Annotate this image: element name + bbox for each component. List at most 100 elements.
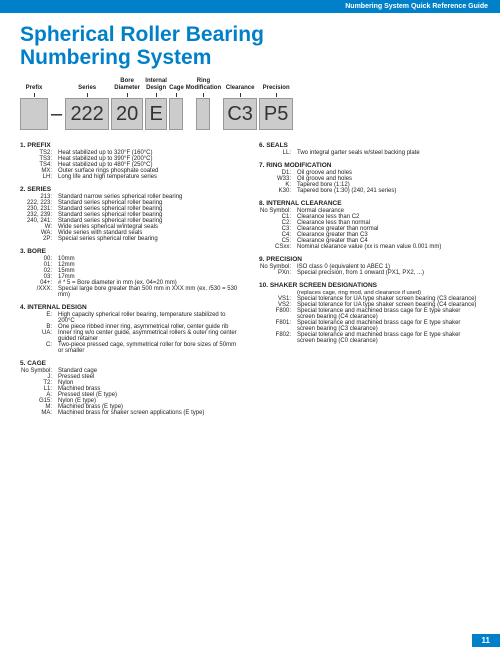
numbering-diagram: Prefix– Series 222 BoreDiameter 20InternalDe… [0, 77, 500, 138]
def-value: Two integral garter seals w/steel backin… [297, 150, 480, 156]
def-value: Special series spherical roller bearing [58, 236, 241, 242]
def-value: Special tolerance and machined brass cag… [297, 332, 480, 344]
diagram-box: 222 [65, 98, 109, 130]
right-column: 6. SEALSLL:Two integral garter seals w/s… [259, 142, 480, 422]
tick [203, 93, 204, 97]
tick [240, 93, 241, 97]
dash: – [50, 98, 63, 130]
content-columns: 1. PREFIXTS2:Heat stabilized up to 320°F… [0, 138, 500, 422]
diagram-box: E [145, 98, 167, 130]
diagram-col: Series 222 [65, 77, 109, 130]
tick [156, 93, 157, 97]
diagram-col: Cage [169, 77, 184, 130]
def-key: UA: [20, 330, 58, 342]
def-value: Special precision, from 1 onward (PX1, P… [297, 270, 480, 276]
section: 5. CAGENo Symbol:Standard cageJ:Pressed … [20, 360, 241, 416]
diagram-col: RingModification [186, 77, 221, 130]
def-row: K30:Tapered bore (1:30) (240, 241 series… [259, 188, 480, 194]
def-value: Special large bore greater than 500 mm i… [58, 286, 241, 298]
section: 3. BORE00:10mm01:12mm02:15mm03:17mm04+:#… [20, 248, 241, 298]
def-value: Long life and high temperature series [58, 174, 241, 180]
tick [176, 93, 177, 97]
diagram-col: Precision P5 [259, 77, 293, 130]
def-row: /XXX:Special large bore greater than 500… [20, 286, 241, 298]
def-row: PXn:Special precision, from 1 onward (PX… [259, 270, 480, 276]
def-key: CSxx: [259, 244, 297, 250]
def-row: F801:Special tolerance and machined bras… [259, 320, 480, 332]
diagram-box [169, 98, 183, 130]
section-heading: 2. SERIES [20, 186, 241, 193]
tick [87, 93, 88, 97]
section-heading: 3. BORE [20, 248, 241, 255]
def-row: F800:Special tolerance and machined bras… [259, 308, 480, 320]
def-value: Machined brass for shaker screen applica… [58, 410, 241, 416]
def-row: F802:Special tolerance and machined bras… [259, 332, 480, 344]
section-heading: 4. INTERNAL DESIGN [20, 304, 241, 311]
diagram-box: P5 [259, 98, 293, 130]
section: 2. SERIES213:Standard narrow series sphe… [20, 186, 241, 242]
def-key: 2P: [20, 236, 58, 242]
section-heading: 7. RING MODIFICATION [259, 162, 480, 169]
def-value: Two-piece pressed cage, symmetrical roll… [58, 342, 241, 354]
def-key: LL: [259, 150, 297, 156]
def-row: E:High capacity spherical roller bearing… [20, 312, 241, 324]
def-row: 2P:Special series spherical roller beari… [20, 236, 241, 242]
diagram-label: Precision [263, 77, 290, 91]
section: 9. PRECISIONNo Symbol:ISO class 0 (equiv… [259, 256, 480, 276]
def-key: K30: [259, 188, 297, 194]
section: 4. INTERNAL DESIGNE:High capacity spheri… [20, 304, 241, 354]
section: 6. SEALSLL:Two integral garter seals w/s… [259, 142, 480, 156]
diagram-box [20, 98, 48, 130]
diagram-label: Series [78, 77, 96, 91]
def-key: LH: [20, 174, 58, 180]
def-key: F801: [259, 320, 297, 332]
title-line2: Numbering System [20, 46, 211, 69]
diagram-label: Prefix [26, 77, 43, 91]
def-key: C: [20, 342, 58, 354]
left-column: 1. PREFIXTS2:Heat stabilized up to 320°F… [20, 142, 241, 422]
diagram-label: RingModification [186, 77, 221, 91]
def-key: /XXX: [20, 286, 58, 298]
def-value: Inner ring w/o center guide, asymmetrica… [58, 330, 241, 342]
section-heading: 8. INTERNAL CLEARANCE [259, 200, 480, 207]
def-key: MA: [20, 410, 58, 416]
tick [276, 93, 277, 97]
def-key: E: [20, 312, 58, 324]
diagram-col: Prefix [20, 77, 48, 130]
def-key: F800: [259, 308, 297, 320]
def-value: Special tolerance and machined brass cag… [297, 308, 480, 320]
section-heading: 10. SHAKER SCREEN DESIGNATIONS [259, 282, 480, 289]
def-key: F802: [259, 332, 297, 344]
def-value: High capacity spherical roller bearing, … [58, 312, 241, 324]
def-row: LL:Two integral garter seals w/steel bac… [259, 150, 480, 156]
def-row: C:Two-piece pressed cage, symmetrical ro… [20, 342, 241, 354]
section: 8. INTERNAL CLEARANCENo Symbol:Normal cl… [259, 200, 480, 250]
section: 10. SHAKER SCREEN DESIGNATIONS(replaces … [259, 282, 480, 344]
section-heading: 1. PREFIX [20, 142, 241, 149]
diagram-box [196, 98, 210, 130]
def-value: Special tolerance and machined brass cag… [297, 320, 480, 332]
page-number: 11 [472, 634, 500, 647]
def-row: CSxx:Nominal clearance value (xx is mean… [259, 244, 480, 250]
diagram-box: C3 [223, 98, 257, 130]
diagram-col: InternalDesignE [145, 77, 167, 130]
diagram-label: BoreDiameter [114, 77, 140, 91]
section-heading: 6. SEALS [259, 142, 480, 149]
diagram-col: BoreDiameter 20 [111, 77, 143, 130]
title-line1: Spherical Roller Bearing [20, 23, 264, 46]
def-row: MA:Machined brass for shaker screen appl… [20, 410, 241, 416]
tick [127, 93, 128, 97]
def-row: UA:Inner ring w/o center guide, asymmetr… [20, 330, 241, 342]
page-title: Spherical Roller Bearing Numbering Syste… [0, 13, 500, 77]
tick [34, 93, 35, 97]
section: 1. PREFIXTS2:Heat stabilized up to 320°F… [20, 142, 241, 180]
def-value: Nominal clearance value (xx is mean valu… [297, 244, 480, 250]
section-heading: 9. PRECISION [259, 256, 480, 263]
def-key: PXn: [259, 270, 297, 276]
diagram-box: 20 [111, 98, 143, 130]
diagram-label: Clearance [226, 77, 255, 91]
section: 7. RING MODIFICATIOND1:Oil groove and ho… [259, 162, 480, 194]
diagram-label: Cage [169, 77, 184, 91]
def-value: Tapered bore (1:30) (240, 241 series) [297, 188, 480, 194]
header-bar: Numbering System Quick Reference Guide [0, 0, 500, 13]
